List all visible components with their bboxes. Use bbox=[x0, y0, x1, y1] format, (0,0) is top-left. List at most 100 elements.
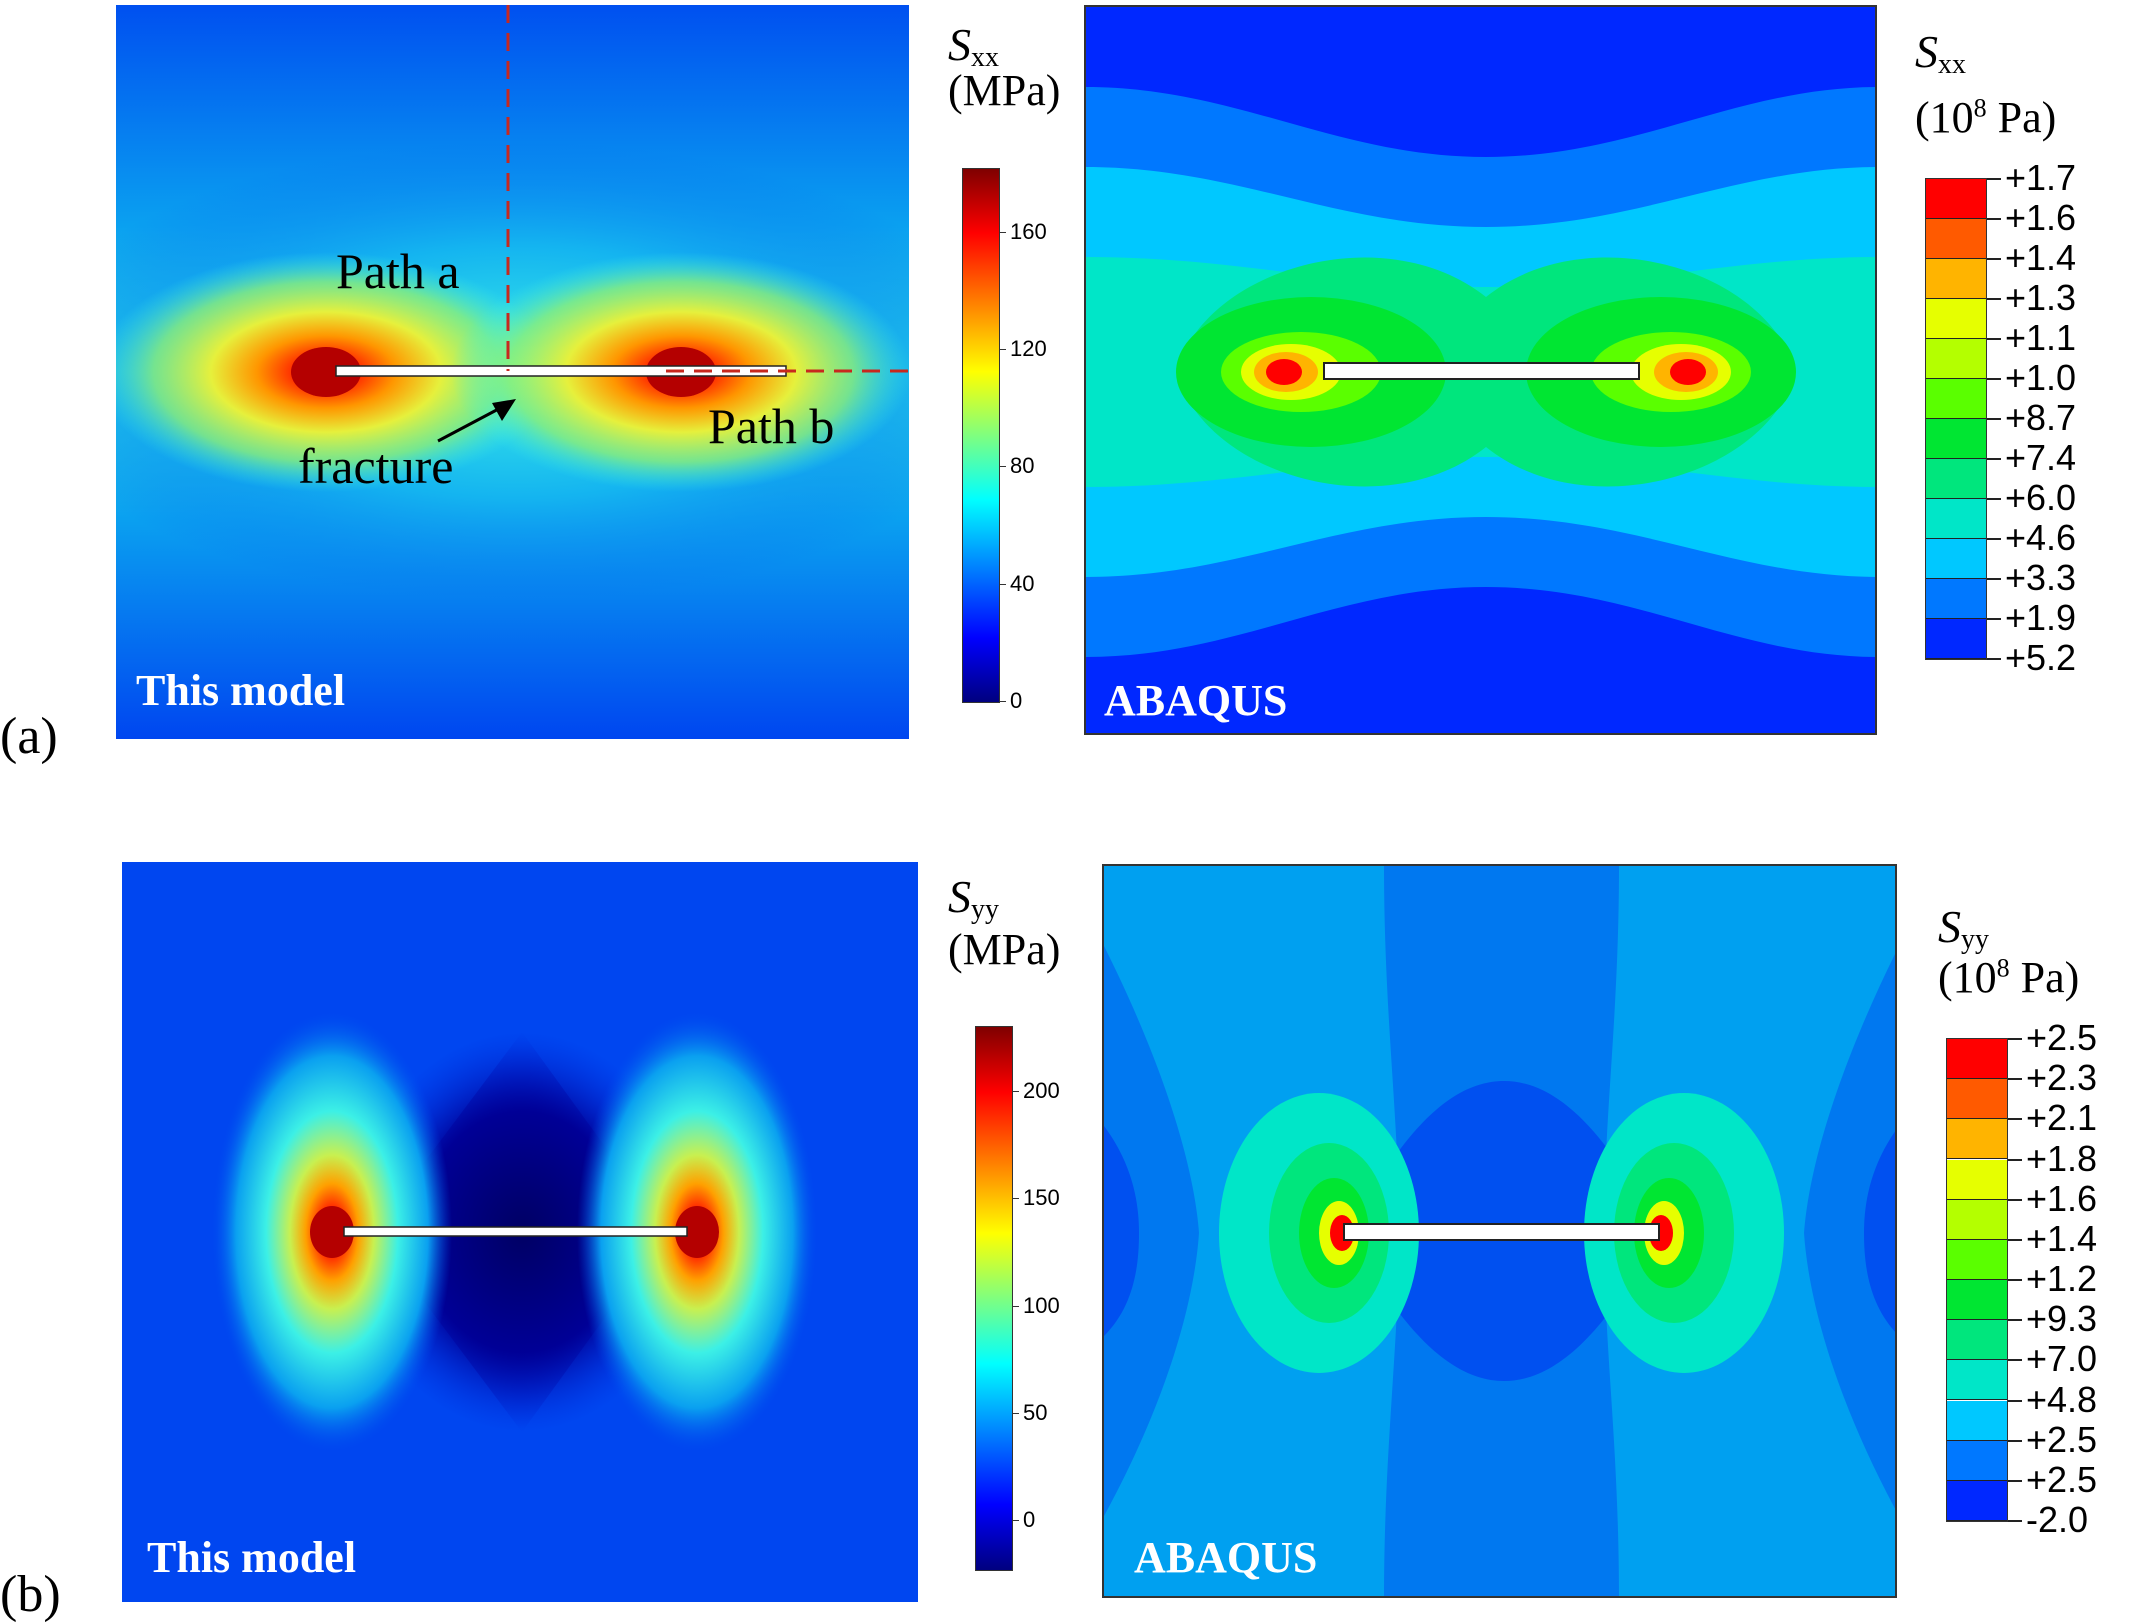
colorbar-band bbox=[1926, 419, 1986, 459]
colorbar-band bbox=[1926, 259, 1986, 299]
fracture-line bbox=[343, 1226, 688, 1237]
colorbar-tick-mark bbox=[1987, 378, 2001, 380]
colorbar-band bbox=[1926, 539, 1986, 579]
colorbar-a-abaqus bbox=[1925, 178, 1987, 660]
colorbar-tick-mark bbox=[1013, 1091, 1019, 1093]
colorbar-band bbox=[1926, 459, 1986, 499]
colorbar-tick-label: +8.7 bbox=[2005, 397, 2077, 438]
colorbar-tick-label: +1.2 bbox=[2026, 1258, 2098, 1299]
symbol-subscript: xx bbox=[971, 42, 999, 73]
colorbar-band bbox=[1926, 619, 1986, 659]
colorbar-tick-label: +2.5 bbox=[2026, 1458, 2098, 1500]
colorbar-band bbox=[1947, 1079, 2007, 1120]
colorbar-tick-mark bbox=[1013, 1305, 1019, 1307]
fracture-line bbox=[335, 365, 787, 377]
colorbar-tick-mark bbox=[2008, 1038, 2022, 1040]
colorbar-tick-mark bbox=[1013, 1520, 1019, 1522]
colorbar-tick-label: +1.8 bbox=[2026, 1137, 2098, 1179]
colorbar-tick-label: +1.9 bbox=[2005, 597, 2077, 638]
colorbar-a-abaqus-unit: (108 Pa) bbox=[1915, 92, 2056, 143]
colorbar-a-model-unit: (MPa) bbox=[948, 66, 1061, 115]
colorbar-tick-mark bbox=[2008, 1238, 2022, 1241]
colorbar-tick-label: +1.1 bbox=[2005, 317, 2077, 358]
colorbar-band bbox=[1947, 1159, 2007, 1200]
symbol-text: S bbox=[1915, 26, 1938, 77]
fracture-label: fracture bbox=[298, 438, 454, 494]
symbol-text: S bbox=[948, 871, 971, 922]
colorbar-b-model bbox=[975, 1026, 1013, 1571]
colorbar-tick-mark bbox=[1987, 258, 2001, 260]
colorbar-tick-label: 160 bbox=[1010, 218, 1047, 244]
fracture-line bbox=[1343, 1223, 1660, 1241]
path-b-label: Path b bbox=[708, 398, 835, 454]
colorbar-tick-label: +1.6 bbox=[2026, 1177, 2098, 1219]
colorbar-tick-mark bbox=[1000, 701, 1006, 702]
panel-label-b: (b) bbox=[0, 1566, 61, 1623]
colorbar-tick-mark bbox=[2008, 1399, 2022, 1402]
colorbar-tick-label: +1.6 bbox=[2005, 197, 2077, 238]
colorbar-band bbox=[1947, 1480, 2007, 1521]
symbol-subscript: yy bbox=[971, 894, 999, 925]
colorbar-tick-label: +6.0 bbox=[2005, 477, 2077, 518]
colorbar-b-abaqus bbox=[1946, 1038, 2008, 1522]
colorbar-tick-mark bbox=[1987, 218, 2001, 220]
colorbar-band bbox=[1926, 379, 1986, 419]
panel-b-abaqus-contour: ABAQUS bbox=[1102, 864, 1897, 1598]
abaqus-name-label: ABAQUS bbox=[1134, 1533, 1318, 1582]
panel-label-a: (a) bbox=[0, 708, 58, 765]
colorbar-tick-mark bbox=[1987, 338, 2001, 340]
colorbar-tick-label: 200 bbox=[1023, 1078, 1060, 1104]
fracture-arrow bbox=[437, 403, 507, 443]
colorbar-tick-label: +3.3 bbox=[2005, 557, 2077, 598]
colorbar-tick-mark bbox=[2008, 1118, 2022, 1121]
model-name-label: This model bbox=[136, 666, 346, 715]
colorbar-tick-mark bbox=[1987, 498, 2001, 500]
colorbar-tick-mark bbox=[2008, 1158, 2022, 1161]
colorbar-tick-label: +1.3 bbox=[2005, 277, 2077, 318]
colorbar-a-model-symbol: Sxx bbox=[948, 18, 999, 74]
unit-exponent: 8 bbox=[1996, 953, 2010, 983]
colorbar-tick-label: +7.0 bbox=[2026, 1338, 2098, 1380]
unit-prefix: (10 bbox=[1938, 953, 1997, 1002]
abaqus-name-label: ABAQUS bbox=[1104, 676, 1288, 725]
colorbar-band bbox=[1926, 339, 1986, 379]
path-a-label: Path a bbox=[336, 243, 460, 299]
colorbar-band bbox=[1947, 1400, 2007, 1441]
model-name-label: This model bbox=[147, 1533, 357, 1582]
colorbar-b-abaqus-symbol: Syy bbox=[1938, 900, 1989, 956]
colorbar-tick-mark bbox=[2008, 1279, 2022, 1281]
colorbar-tick-label: +2.5 bbox=[2026, 1418, 2098, 1460]
colorbar-tick-label: 150 bbox=[1023, 1185, 1060, 1211]
symbol-subscript: xx bbox=[1938, 49, 1966, 80]
colorbar-tick-mark bbox=[1987, 618, 2001, 620]
colorbar-tick-mark bbox=[1987, 418, 2001, 420]
colorbar-tick-mark bbox=[1987, 458, 2001, 460]
colorbar-tick-mark bbox=[2008, 1479, 2022, 1482]
colorbar-tick-label: +1.7 bbox=[2005, 157, 2077, 198]
colorbar-tick-mark bbox=[1000, 231, 1006, 233]
colorbar-band bbox=[1926, 499, 1986, 539]
colorbar-tick-label: +4.6 bbox=[2005, 517, 2077, 558]
fracture-line bbox=[1323, 362, 1640, 380]
symbol-subscript: yy bbox=[1961, 924, 1989, 955]
panel-a-abaqus-contour: ABAQUS bbox=[1084, 5, 1877, 735]
colorbar-band bbox=[1947, 1199, 2007, 1240]
colorbar-tick-mark bbox=[1987, 178, 2001, 180]
colorbar-tick-mark bbox=[1987, 658, 2001, 660]
colorbar-tick-label: +5.2 bbox=[2005, 637, 2077, 678]
symbol-text: S bbox=[948, 19, 971, 70]
colorbar-tick-label: 0 bbox=[1010, 688, 1023, 713]
colorbar-tick-label: +1.4 bbox=[2005, 237, 2077, 278]
colorbar-tick-mark bbox=[1000, 583, 1006, 585]
panel-a-model-contour: Path a Path b fracture This model bbox=[116, 5, 909, 739]
colorbar-band bbox=[1947, 1320, 2007, 1361]
colorbar-tick-mark bbox=[1000, 466, 1006, 468]
colorbar-tick-mark bbox=[1987, 538, 2001, 540]
colorbar-tick-mark bbox=[2008, 1319, 2022, 1322]
colorbar-tick-mark bbox=[1987, 578, 2001, 580]
colorbar-band bbox=[1947, 1280, 2007, 1321]
colorbar-tick-mark bbox=[2008, 1198, 2022, 1201]
colorbar-band bbox=[1947, 1039, 2007, 1080]
colorbar-tick-mark bbox=[2008, 1439, 2022, 1442]
colorbar-tick-label: +1.4 bbox=[2026, 1217, 2098, 1259]
